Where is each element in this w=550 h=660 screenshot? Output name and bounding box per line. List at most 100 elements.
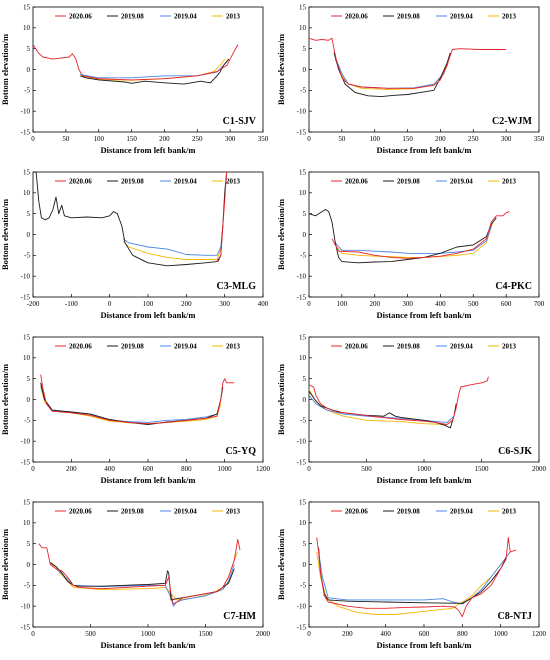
series-line-2019-04 (318, 551, 511, 605)
chart-svg: -15 -10 -5 0 5 10 15 0 100 200 300 400 500 600 700 Dist… (276, 168, 545, 320)
x-tick-label: 100 (93, 135, 104, 143)
y-tick-label: 15 (23, 3, 31, 11)
x-tick-label: 200 (435, 135, 446, 143)
site-label: C7-HM (223, 611, 256, 622)
x-tick-label: 200 (159, 135, 170, 143)
legend-label: 2019.04 (174, 343, 197, 351)
x-axis-title: Distance from left bank/m (377, 310, 472, 320)
chart-svg: -15 -10 -5 0 5 10 15 0 500 1000 1500 2000 Distance f… (276, 333, 547, 485)
legend-label: 2013 (226, 13, 241, 21)
x-tick-label: 600 (501, 300, 512, 308)
x-tick-label: 500 (361, 465, 372, 473)
legend-label: 2020.06 (69, 343, 92, 351)
chart-panel-c8-ntj: -15 -10 -5 0 5 10 15 0 200 400 600 800 1000 1200 Dista… (276, 495, 547, 655)
legend-label: 2013 (502, 13, 517, 21)
x-tick-label: 0 (307, 135, 311, 143)
y-tick-label: 15 (23, 333, 31, 341)
y-tick-label: 10 (299, 354, 307, 362)
x-tick-label: 500 (85, 630, 96, 638)
legend-label: 2020.06 (69, 178, 92, 186)
x-tick-label: 150 (402, 135, 413, 143)
y-tick-label: 10 (299, 24, 307, 32)
site-label: C6-SJK (498, 446, 532, 457)
series-line-2019-04 (309, 395, 455, 423)
y-tick-label: -15 (21, 128, 31, 136)
series-line-2020-06 (40, 374, 235, 425)
x-tick-label: 250 (192, 135, 203, 143)
x-tick-label: 200 (181, 300, 192, 308)
legend-label: 2020.06 (345, 343, 368, 351)
chart-panel-c7-hm: -15 -10 -5 0 5 10 15 0 500 1000 1500 2000 Distance f… (0, 495, 271, 655)
y-tick-label: 15 (299, 168, 307, 176)
plot-frame (32, 336, 264, 463)
series-line-2020-06 (316, 536, 517, 618)
series-line-2019-04 (80, 58, 230, 79)
y-tick-label: 5 (303, 540, 307, 548)
y-tick-label: -5 (300, 582, 306, 590)
legend-label: 2013 (226, 343, 241, 351)
legend-label: 2019.04 (174, 508, 197, 516)
legend-label: 2019.08 (397, 508, 420, 516)
legend-label: 2019.08 (121, 508, 144, 516)
x-tick-label: 2000 (532, 465, 547, 473)
y-tick-label: 0 (303, 231, 307, 239)
series-line-2019-04 (40, 384, 222, 423)
x-tick-label: 0 (31, 135, 35, 143)
site-label: C8-NTJ (498, 611, 532, 622)
y-tick-label: -5 (24, 252, 30, 260)
x-tick-label: 1500 (199, 630, 214, 638)
x-tick-label: 200 (342, 630, 353, 638)
chart-svg: -15 -10 -5 0 5 10 15 -200 -100 0 100 200 300 400 Dista… (0, 168, 269, 320)
x-tick-label: 1200 (532, 630, 547, 638)
legend-label: 2020.06 (345, 13, 368, 21)
y-tick-label: 15 (299, 498, 307, 506)
x-tick-label: 0 (307, 630, 311, 638)
x-tick-label: 2000 (256, 630, 271, 638)
y-tick-label: 0 (303, 561, 307, 569)
chart-svg: -15 -10 -5 0 5 10 15 0 500 1000 1500 2000 Distance f… (0, 498, 271, 650)
legend-label: 2020.06 (69, 508, 92, 516)
legend-label: 2020.06 (69, 13, 92, 21)
y-tick-label: -10 (21, 273, 31, 281)
x-axis-title: Distance from left bank/m (101, 475, 196, 485)
legend-label: 2019.08 (121, 13, 144, 21)
y-axis-title: Bottom elevation/m (276, 199, 286, 270)
y-tick-label: 5 (303, 210, 307, 218)
legend-label: 2020.06 (345, 178, 368, 186)
legend-label: 2019.08 (397, 13, 420, 21)
x-tick-label: 350 (258, 135, 269, 143)
series-line-2019-04 (122, 226, 224, 256)
site-label: C1-SJV (223, 116, 257, 127)
y-tick-label: 5 (27, 540, 31, 548)
chart-panel-c2-wjm: -15 -10 -5 0 5 10 15 0 50 100 150 200 250 300 350 Dista… (276, 0, 546, 160)
y-tick-label: -5 (300, 417, 306, 425)
legend-label: 2013 (226, 508, 241, 516)
y-tick-label: 0 (303, 66, 307, 74)
x-tick-label: 1000 (417, 465, 432, 473)
series-line-2019-08 (35, 172, 228, 267)
y-tick-label: 15 (23, 498, 31, 506)
x-axis-title: Distance from left bank/m (101, 640, 196, 650)
y-tick-label: 5 (303, 45, 307, 53)
x-tick-label: 150 (126, 135, 137, 143)
y-tick-label: -15 (297, 458, 307, 466)
x-tick-label: 350 (534, 135, 545, 143)
y-tick-label: 15 (299, 3, 307, 11)
x-axis-title: Distance from left bank/m (377, 145, 472, 155)
legend-label: 2019.08 (121, 178, 144, 186)
chart-panel-c6-sjk: -15 -10 -5 0 5 10 15 0 500 1000 1500 2000 Distance f… (276, 330, 547, 490)
y-tick-label: 5 (27, 210, 31, 218)
y-tick-label: -10 (297, 603, 307, 611)
y-tick-label: -10 (297, 108, 307, 116)
y-tick-label: 5 (27, 375, 31, 383)
y-tick-label: 10 (23, 354, 31, 362)
legend-label: 2013 (502, 508, 517, 516)
y-tick-label: -10 (21, 603, 31, 611)
y-tick-label: 0 (27, 396, 31, 404)
x-tick-label: 600 (419, 630, 430, 638)
y-tick-label: 10 (23, 189, 31, 197)
chart-panel-c5-yq: -15 -10 -5 0 5 10 15 0 200 400 600 800 1000 1200 Dista… (0, 330, 271, 490)
y-tick-label: 10 (299, 519, 307, 527)
x-tick-label: -100 (65, 300, 78, 308)
series-line-2020-06 (33, 44, 239, 81)
